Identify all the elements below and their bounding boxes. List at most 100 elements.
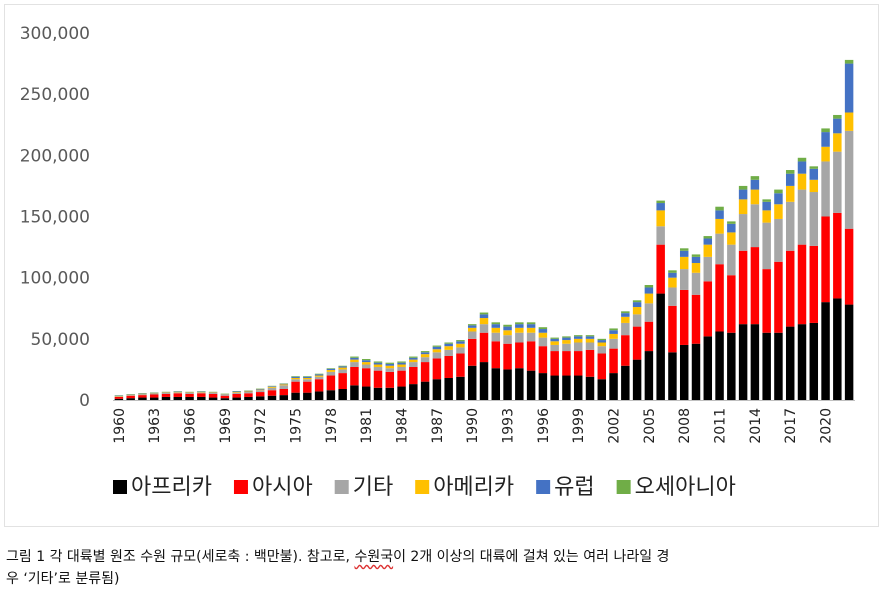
bar-segment	[797, 161, 807, 174]
bar-segment	[373, 362, 383, 365]
bar-segment	[444, 342, 453, 344]
bar-segment	[774, 193, 783, 205]
bar-segment	[244, 396, 253, 400]
bar-segment	[279, 384, 289, 386]
bar-segment	[244, 391, 253, 393]
bar-segment	[585, 376, 595, 400]
bar-segment	[679, 256, 689, 270]
bar-segment	[656, 200, 665, 204]
y-tick-label: 200,000	[20, 146, 90, 166]
bar-segment	[785, 173, 795, 186]
bar-segment	[409, 366, 418, 385]
bar-segment	[373, 364, 383, 367]
bar-segment	[479, 314, 489, 319]
bar-segment	[644, 321, 654, 352]
x-tick-label: 1963	[147, 408, 163, 444]
bar-segment	[456, 340, 465, 342]
bar-segment	[844, 130, 854, 229]
bar-segment	[244, 392, 253, 394]
bar-segment	[373, 387, 383, 400]
bar-segment	[585, 338, 595, 343]
bar-segment	[515, 324, 524, 328]
x-tick-label: 1978	[324, 408, 340, 444]
bar-segment	[538, 332, 548, 338]
bar-segment	[350, 362, 359, 367]
bar-segment	[679, 344, 689, 400]
bar-segment	[526, 322, 536, 325]
bar-segment	[409, 357, 418, 360]
bar-segment	[844, 63, 854, 113]
bar-segment	[656, 210, 665, 227]
bar-segment	[373, 361, 383, 363]
bar-segment	[385, 362, 395, 364]
bar-segment	[326, 390, 336, 400]
bar-segment	[750, 324, 760, 400]
figure-caption: 그림 1 각 대륙별 원조 수원 규모(세로축 : 백만불). 참고로, 수원국…	[6, 546, 882, 590]
bar-segment	[503, 330, 512, 336]
bar-segment	[526, 324, 536, 328]
bar-segment	[703, 244, 713, 257]
bar-segment	[632, 302, 642, 308]
bar-segment	[373, 366, 383, 371]
bar-segment	[409, 362, 418, 367]
bar-segment	[797, 324, 807, 400]
bar-segment	[691, 256, 701, 263]
bar-segment	[774, 261, 783, 333]
bar-segment	[467, 338, 477, 366]
bar-segment	[244, 390, 253, 392]
bar-segment	[267, 387, 277, 391]
bar-segment	[361, 362, 371, 365]
bar-segment	[691, 294, 701, 344]
bar-segment	[220, 395, 230, 399]
bar-segment	[138, 394, 147, 396]
bar-segment	[326, 370, 336, 372]
bar-segment	[526, 341, 536, 371]
bar-segment	[762, 332, 771, 400]
bar-segment	[679, 250, 689, 257]
bar-segment	[703, 336, 713, 400]
bar-segment	[809, 179, 819, 193]
x-tick-label: 1987	[430, 408, 446, 444]
bar-segment	[314, 376, 324, 380]
bar-segment	[515, 327, 524, 333]
bar-segment	[621, 322, 630, 336]
bar-segment	[762, 201, 771, 211]
bar-segment	[126, 395, 135, 396]
bar-segment	[173, 392, 183, 394]
bar-segment	[668, 287, 677, 306]
bar-segment	[538, 327, 548, 330]
bar-segment	[467, 325, 477, 328]
bar-segment	[197, 396, 206, 400]
bar-segment	[350, 356, 359, 358]
bar-segment	[444, 349, 453, 356]
bar-segment	[114, 396, 124, 399]
bar-segment	[656, 293, 665, 400]
bar-segment	[585, 335, 595, 337]
bar-segment	[632, 314, 642, 327]
bar-segment	[291, 392, 300, 400]
bar-segment	[573, 335, 583, 337]
bar-segment	[750, 204, 760, 248]
bar-segment	[644, 285, 654, 288]
bar-segment	[809, 166, 819, 169]
bar-segment	[456, 341, 465, 344]
bar-segment	[727, 275, 736, 333]
bar-segment	[291, 376, 300, 378]
bar-segment	[479, 324, 489, 333]
bar-segment	[750, 189, 760, 205]
bar-segment	[750, 179, 760, 190]
bar-segment	[691, 262, 701, 273]
bar-segment	[727, 232, 736, 245]
bar-segment	[326, 371, 336, 376]
bar-segment	[774, 189, 783, 194]
bar-segment	[715, 233, 724, 265]
bar-segment	[727, 332, 736, 400]
legend: 아프리카 아시아 기타 아메리카 유럽 오세아니아	[113, 475, 736, 500]
y-axis: 0 50,000 100,000 150,000 200,000 250,000 300,0…	[20, 24, 90, 411]
bar-segment	[420, 352, 430, 355]
bar-segment	[303, 381, 312, 393]
bar-segment	[738, 250, 748, 325]
bar-segment	[774, 218, 783, 262]
legend-swatch	[415, 480, 430, 494]
bar-segment	[844, 228, 854, 305]
